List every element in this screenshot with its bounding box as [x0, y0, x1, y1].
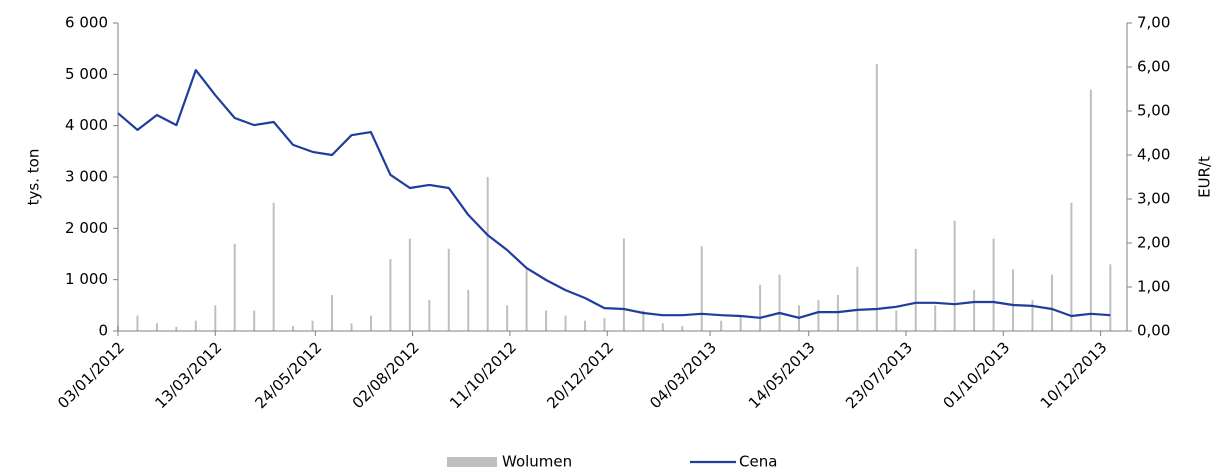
bar	[1050, 274, 1053, 331]
bar	[408, 238, 411, 331]
bar	[175, 326, 178, 331]
bar	[447, 248, 450, 331]
x-tick-label: 20/12/2012	[543, 338, 617, 412]
y2-tick-label: 0,00	[1137, 322, 1170, 340]
legend-label: Cena	[739, 453, 777, 471]
y-tick-label: 6 000	[65, 14, 108, 32]
y2-tick-label: 5,00	[1137, 102, 1170, 120]
bar	[603, 318, 606, 331]
bar	[194, 320, 197, 331]
y2-tick-label: 2,00	[1137, 234, 1170, 252]
bar	[331, 295, 334, 331]
bar	[253, 310, 256, 331]
bar	[1109, 264, 1112, 331]
bar	[875, 64, 878, 332]
y2-tick-label: 4,00	[1137, 146, 1170, 164]
x-tick-label: 13/03/2012	[151, 338, 225, 412]
bar	[622, 238, 625, 331]
y-tick-label: 0	[98, 322, 108, 340]
bar	[292, 325, 295, 331]
y2-tick-label: 7,00	[1137, 14, 1170, 32]
y2-tick-label: 1,00	[1137, 278, 1170, 296]
y2-tick-label: 6,00	[1137, 58, 1170, 76]
x-tick-label: 11/10/2012	[446, 338, 520, 412]
bar	[642, 310, 645, 331]
bar	[992, 238, 995, 331]
bar	[389, 259, 392, 331]
y2-tick-label: 3,00	[1137, 190, 1170, 208]
bar	[1089, 89, 1092, 331]
bar	[953, 220, 956, 331]
bar	[914, 248, 917, 331]
bar	[1012, 269, 1015, 331]
bar	[506, 305, 509, 331]
bar	[759, 284, 762, 331]
bar	[583, 320, 586, 331]
y-tick-label: 3 000	[65, 168, 108, 186]
x-tick-label: 04/03/2013	[646, 338, 720, 412]
bar	[369, 315, 372, 331]
x-tick-label: 23/07/2013	[842, 338, 916, 412]
bar	[467, 289, 470, 331]
bar	[311, 320, 314, 331]
y-tick-label: 2 000	[65, 219, 108, 237]
bar	[136, 315, 139, 331]
bar	[778, 274, 781, 331]
x-tick-label: 02/08/2012	[349, 338, 423, 412]
bar	[934, 305, 937, 331]
price-line	[117, 69, 1111, 319]
bar	[486, 177, 489, 331]
bar	[895, 310, 898, 331]
bar	[545, 310, 548, 331]
bar	[661, 323, 664, 331]
x-tick-label: 24/05/2012	[251, 338, 325, 412]
bar	[856, 266, 859, 331]
bar	[700, 246, 703, 331]
bar	[817, 300, 820, 331]
bar	[1070, 202, 1073, 331]
x-tick-label: 14/05/2013	[745, 338, 819, 412]
bar	[720, 320, 723, 331]
bar	[428, 300, 431, 331]
x-tick-label: 10/12/2013	[1037, 338, 1111, 412]
bar	[525, 269, 528, 331]
bar	[681, 325, 684, 331]
bar	[214, 305, 217, 331]
bar	[973, 289, 976, 331]
y-tick-label: 5 000	[65, 65, 108, 83]
y2-axis-title: EUR/t	[1196, 156, 1214, 198]
y-tick-label: 4 000	[65, 116, 108, 134]
y-axis-title: tys. ton	[25, 149, 43, 206]
bar	[272, 202, 275, 331]
bar	[739, 315, 742, 331]
bar	[233, 243, 236, 331]
bar	[155, 323, 158, 331]
bar	[564, 315, 567, 331]
bar	[1031, 300, 1034, 331]
legend-swatch	[447, 457, 497, 467]
x-tick-label: 03/01/2012	[54, 338, 128, 412]
legend-label: Wolumen	[502, 453, 572, 471]
bar	[350, 323, 353, 331]
x-tick-label: 01/10/2013	[939, 338, 1013, 412]
y-tick-label: 1 000	[65, 270, 108, 288]
